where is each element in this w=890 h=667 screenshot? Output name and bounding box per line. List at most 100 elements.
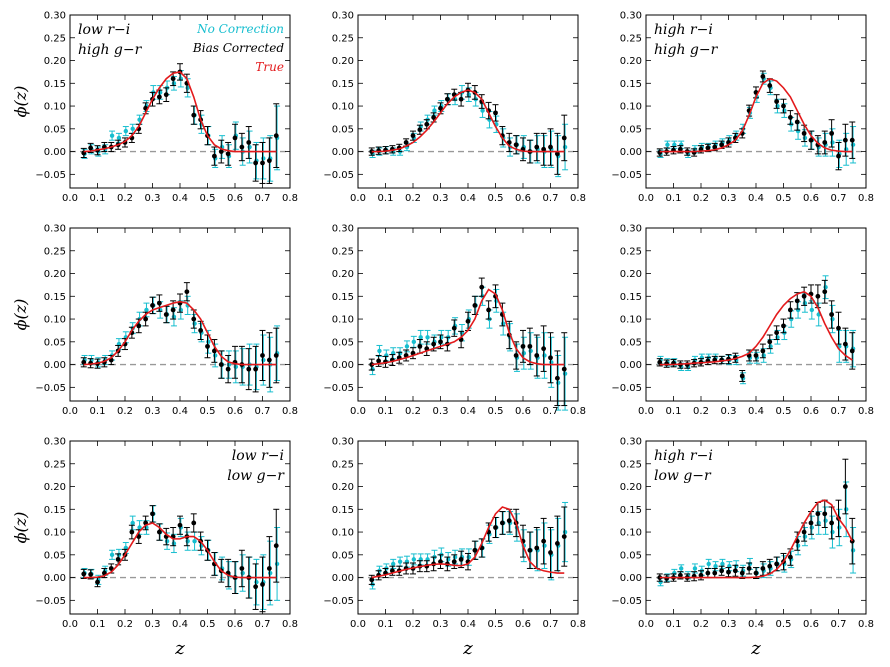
no-correction-point [466, 554, 472, 560]
no-correction-point [734, 563, 739, 569]
x-tick-label: 0.5 [200, 193, 216, 204]
x-tick-label: 0.7 [543, 406, 559, 417]
x-tick-label: 0.2 [117, 619, 133, 630]
no-correction-point [233, 364, 239, 370]
y-tick-label: 0.20 [44, 269, 66, 280]
corrected-point [808, 520, 814, 526]
x-tick-label: 0.6 [515, 193, 531, 204]
y-tick-label: 0.10 [620, 102, 642, 113]
no-correction-point [720, 561, 725, 567]
corrected-point [266, 158, 272, 164]
no-correction-point [528, 348, 533, 354]
no-correction-point [795, 307, 801, 313]
y-tick-label: 0.15 [44, 505, 66, 516]
corrected-point [836, 153, 841, 159]
corrected-point [260, 582, 265, 587]
x-tick-label: 0.8 [858, 619, 874, 630]
corrected-point [534, 144, 540, 150]
corrected-point [273, 353, 279, 358]
no-correction-point [452, 554, 458, 560]
corrected-point [211, 153, 217, 159]
x-tick-label: 0.5 [488, 406, 504, 417]
no-correction-point [178, 307, 184, 313]
corrected-point [739, 373, 745, 379]
y-tick-label: 0.15 [620, 79, 642, 90]
corrected-point [211, 348, 217, 354]
x-tick-label: 0.7 [543, 193, 559, 204]
y-tick-label: 0.05 [332, 550, 354, 561]
no-correction-point [665, 142, 670, 147]
corrected-point [438, 105, 443, 111]
corrected-point [266, 566, 272, 571]
no-correction-point [130, 520, 135, 526]
x-tick-label: 0.6 [515, 619, 531, 630]
corrected-point [424, 121, 430, 127]
no-correction-point [247, 144, 252, 150]
corrected-point [561, 135, 567, 141]
x-tick-label: 0.1 [90, 619, 106, 630]
corrected-point [787, 554, 793, 560]
y-tick-label: 0.25 [620, 459, 642, 470]
no-correction-point [439, 335, 444, 340]
panel-annotation: low g−r [227, 468, 285, 484]
y-tick-label: 0.30 [620, 437, 642, 448]
corrected-point [403, 140, 409, 145]
x-tick-label: 0.2 [693, 619, 709, 630]
corrected-point [520, 343, 526, 349]
x-tick-label: 0.8 [282, 619, 298, 630]
y-tick-label: 0.15 [332, 505, 354, 516]
corrected-point [273, 543, 279, 549]
true-curve [83, 71, 277, 153]
corrected-point [842, 341, 848, 347]
x-tick-label: 0.5 [488, 193, 504, 204]
panel-2: −0.05 0.00 0.05 0.10 0.15 0.20 0.25 0.30 0.0 0.1 0… [323, 11, 586, 205]
corrected-point [458, 96, 464, 102]
no-correction-point [432, 108, 437, 113]
x-tick-label: 0.7 [831, 619, 847, 630]
x-tick-label: 0.7 [255, 619, 271, 630]
x-tick-label: 0.4 [460, 619, 476, 630]
x-tick-label: 0.1 [378, 619, 394, 630]
y-tick-label: 0.00 [44, 360, 66, 371]
no-correction-point [747, 561, 753, 567]
corrected-point [410, 133, 416, 139]
no-correction-point [164, 538, 170, 544]
corrected-point [156, 300, 162, 306]
y-tick-label: 0.30 [44, 437, 66, 448]
corrected-point [746, 566, 752, 571]
x-tick-label: 0.1 [90, 406, 106, 417]
x-tick-label: 0.1 [90, 193, 106, 204]
no-correction-point [823, 518, 828, 523]
x-tick-label: 0.3 [433, 619, 449, 630]
y-tick-label: 0.30 [332, 11, 354, 22]
y-tick-label: 0.05 [44, 337, 66, 348]
corrected-point [493, 110, 498, 116]
panel-8: −0.05 0.00 0.05 0.10 0.15 0.20 0.25 0.30 0.0 0.1 0… [323, 437, 586, 660]
y-tick-label: 0.10 [44, 528, 66, 539]
y-tick-label: 0.00 [44, 573, 66, 584]
corrected-point [444, 96, 450, 102]
no-correction-point [397, 350, 403, 356]
corrected-point [822, 289, 828, 295]
y-tick-label: 0.30 [332, 437, 354, 448]
x-tick-label: 0.0 [62, 619, 78, 630]
no-correction-point [768, 344, 773, 349]
x-tick-label: 0.4 [172, 619, 188, 630]
corrected-point [472, 302, 478, 308]
panel-annotation: low r−i [78, 22, 130, 38]
corrected-point [548, 144, 553, 150]
x-tick-label: 0.3 [721, 193, 737, 204]
corrected-point [554, 541, 560, 546]
corrected-point [767, 83, 773, 88]
x-tick-label: 0.3 [145, 619, 161, 630]
x-tick-label: 0.7 [255, 406, 271, 417]
no-correction-point [809, 307, 815, 313]
corrected-point [527, 547, 533, 553]
x-tick-label: 0.1 [666, 619, 682, 630]
corrected-point [451, 559, 457, 565]
x-tick-label: 0.2 [405, 406, 421, 417]
no-correction-point [130, 126, 135, 132]
corrected-point [417, 343, 423, 349]
corrected-point [95, 579, 100, 585]
y-axis-label: ϕ(z) [11, 512, 30, 544]
